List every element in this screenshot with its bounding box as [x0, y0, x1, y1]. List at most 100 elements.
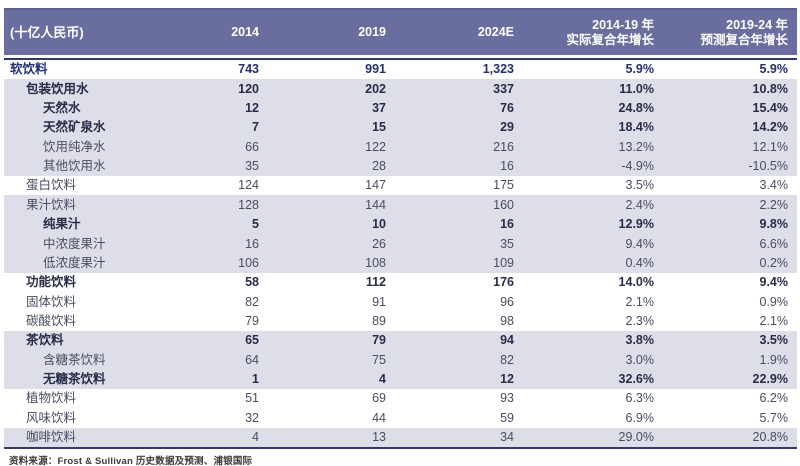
cell-value: 2.1%: [625, 294, 655, 309]
table-row: 低浓度果汁 106 108 109 0.4% 0.2%: [4, 253, 797, 273]
cell-value: 12.9%: [618, 217, 654, 232]
cell-value: 94: [500, 333, 514, 348]
table-row: 天然矿泉水 7 15 29 18.4% 14.2%: [4, 118, 797, 138]
cell-value: 160: [493, 197, 514, 212]
cell-value: 1.9%: [759, 352, 789, 367]
row-label: 中浓度果汁: [43, 236, 106, 251]
unit-label: (十亿人民币): [10, 25, 84, 40]
table-row: 含糖茶饮料 64 75 82 3.0% 1.9%: [4, 350, 797, 370]
column-header: 2019-24 年 预测复合年增长: [700, 17, 788, 47]
cell-value: 2.4%: [625, 197, 655, 212]
cell-value: 75: [372, 352, 386, 367]
cell-value: 202: [365, 81, 386, 96]
column-header: 2014-19 年 实际复合年增长: [566, 17, 654, 47]
cell-value: 93: [500, 391, 514, 406]
cell-value: 82: [245, 294, 259, 309]
cell-value: 0.2%: [759, 255, 789, 270]
cell-value: 147: [365, 178, 386, 193]
cell-value: 18.4%: [618, 120, 654, 135]
table-body: 软饮料 743 991 1,323 5.9% 5.9% 包装饮用水 120 202 337 11.0…: [4, 59, 797, 448]
cell-value: 44: [372, 410, 386, 425]
cell-value: 0.4%: [625, 255, 655, 270]
row-label: 风味饮料: [26, 410, 77, 425]
cell-value: 108: [365, 255, 386, 270]
cell-value: 65: [245, 333, 259, 348]
cell-value: 124: [238, 178, 259, 193]
cell-value: 12.1%: [752, 139, 788, 154]
table-row: 包装饮用水 120 202 337 11.0% 10.8%: [4, 79, 797, 99]
cell-value: 96: [500, 294, 514, 309]
cell-value: 51: [245, 391, 259, 406]
cell-value: 64: [245, 352, 259, 367]
cell-value: 16: [500, 159, 514, 174]
cell-value: 6.9%: [625, 410, 655, 425]
table-row: 中浓度果汁 16 26 35 9.4% 6.6%: [4, 234, 797, 254]
cell-value: 112: [365, 275, 386, 290]
cell-value: 22.9%: [752, 371, 788, 386]
table-row: 纯果汁 5 10 16 12.9% 9.8%: [4, 214, 797, 235]
cell-value: 82: [500, 352, 514, 367]
table-row: 蛋白饮料 124 147 175 3.5% 3.4%: [4, 176, 797, 195]
cell-value: 14.2%: [752, 120, 788, 135]
cell-value: -10.5%: [748, 159, 788, 174]
table-row: 碳酸饮料 79 89 98 2.3% 2.1%: [4, 311, 797, 330]
cell-value: 3.4%: [759, 178, 789, 193]
cell-value: 5.7%: [759, 410, 789, 425]
cell-value: 0.9%: [759, 294, 789, 309]
row-label: 含糖茶饮料: [43, 352, 106, 367]
cell-value: 89: [372, 313, 386, 328]
cell-value: 91: [372, 294, 386, 309]
cell-value: 66: [245, 139, 259, 154]
row-label: 低浓度果汁: [43, 255, 106, 270]
table-row: 植物饮料 51 69 93 6.3% 6.2%: [4, 389, 797, 408]
cell-value: 7: [252, 120, 259, 135]
beverage-market-table-figure: (十亿人民币) 2014 2019 2024E 2014-19 年 实际复合年增长 20…: [4, 8, 797, 466]
beverage-market-table: 软饮料 743 991 1,323 5.9% 5.9% 包装饮用水 120 202 337 11.0…: [4, 58, 797, 449]
cell-value: 3.5%: [759, 333, 789, 348]
cell-value: 175: [493, 178, 514, 193]
source-note: 资料来源：Frost & Sullivan 历史数据及预测、浦银国际: [9, 455, 253, 466]
cell-value: 216: [493, 139, 514, 154]
cell-value: 109: [493, 255, 514, 270]
cell-value: 69: [372, 391, 386, 406]
row-label: 纯果汁: [43, 217, 81, 232]
cell-value: 12: [245, 101, 259, 116]
row-label: 蛋白饮料: [26, 178, 77, 193]
cell-value: 120: [238, 81, 259, 96]
row-label: 咖啡饮料: [26, 429, 77, 444]
column-header: 2014: [231, 25, 259, 39]
cell-value: 20.8%: [752, 429, 788, 444]
cell-value: 4: [379, 371, 386, 386]
cell-value: 10.8%: [752, 81, 788, 96]
table-row: 无糖茶饮料 1 4 12 32.6% 22.9%: [4, 369, 797, 389]
row-label: 功能饮料: [26, 275, 77, 290]
cell-value: 28: [372, 159, 386, 174]
row-label: 天然水: [43, 101, 81, 116]
cell-value: 13: [372, 429, 386, 444]
cell-value: 4: [252, 429, 259, 444]
cell-value: 29.0%: [618, 429, 654, 444]
cell-value: 16: [245, 236, 259, 251]
cell-value: 24.8%: [618, 101, 654, 116]
table-row: 其他饮用水 35 28 16 -4.9% -10.5%: [4, 156, 797, 177]
cell-value: 991: [365, 62, 386, 77]
row-label: 植物饮料: [26, 391, 77, 406]
cell-value: 76: [500, 101, 514, 116]
cell-value: 2.3%: [625, 313, 655, 328]
table-row: 固体饮料 82 91 96 2.1% 0.9%: [4, 292, 797, 311]
cell-value: 2.2%: [759, 197, 789, 212]
cell-value: 34: [500, 429, 514, 444]
cell-value: 32: [245, 410, 259, 425]
table-header-row: (十亿人民币) 2014 2019 2024E 2014-19 年 实际复合年增长 20…: [4, 8, 797, 55]
cell-value: 79: [372, 333, 386, 348]
row-label: 茶饮料: [26, 333, 64, 348]
cell-value: 10: [372, 217, 386, 232]
table-row: 茶饮料 65 79 94 3.8% 3.5%: [4, 330, 797, 351]
cell-value: 3.0%: [625, 352, 655, 367]
cell-value: -4.9%: [621, 159, 654, 174]
cell-value: 5.9%: [759, 62, 789, 77]
table-row: 功能饮料 58 112 176 14.0% 9.4%: [4, 273, 797, 292]
cell-value: 32.6%: [618, 371, 654, 386]
cell-value: 2.1%: [759, 313, 789, 328]
cell-value: 98: [500, 313, 514, 328]
